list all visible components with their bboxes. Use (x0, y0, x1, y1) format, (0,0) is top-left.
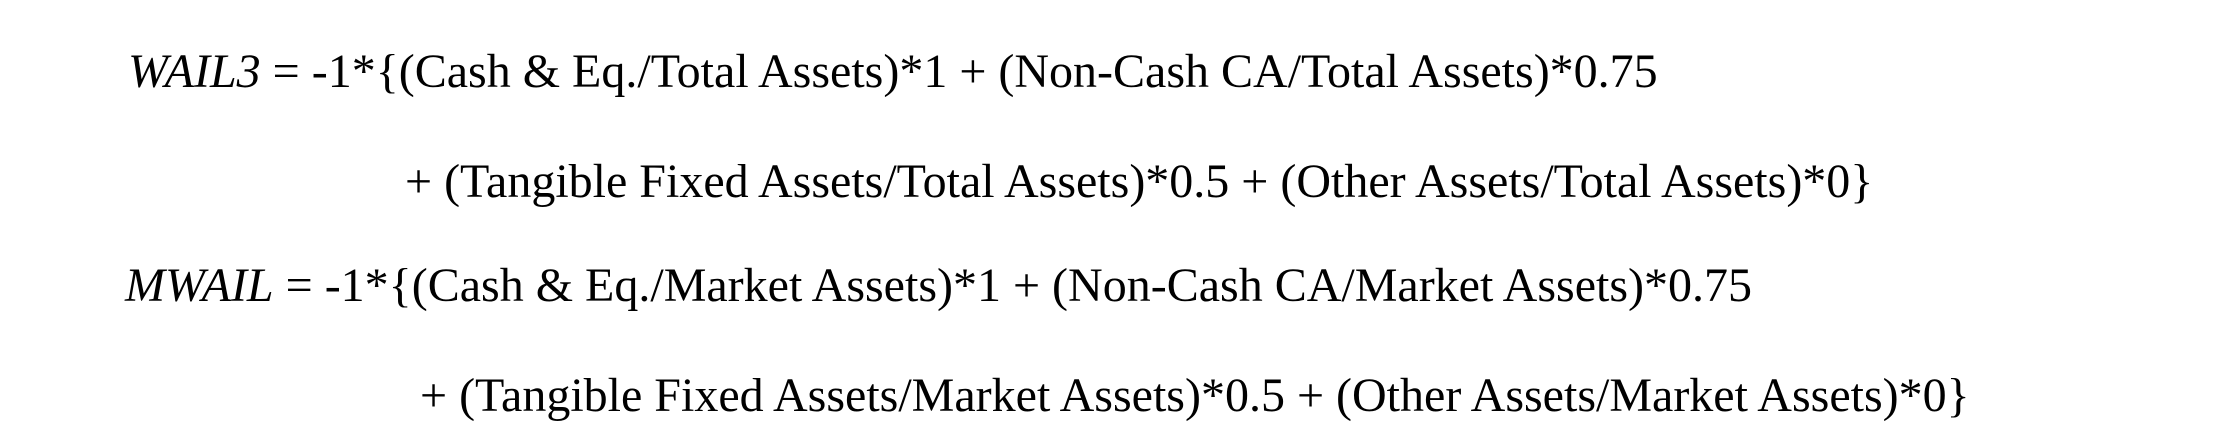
mwail-expression-part-1: = -1*{(Cash & Eq./Market Assets)*1 + (No… (273, 259, 1752, 312)
wail3-expression-part-2: + (Tangible Fixed Assets/Total Assets)*0… (405, 155, 1874, 208)
mwail-variable: MWAIL (125, 259, 274, 312)
mwail-line-1: MWAIL = -1*{(Cash & Eq./Market Assets)*1… (125, 262, 1752, 310)
wail3-line-1: WAIL3 = -1*{(Cash & Eq./Total Assets)*1 … (128, 48, 1658, 96)
mwail-line-2: + (Tangible Fixed Assets/Market Assets)*… (420, 372, 1970, 420)
wail3-expression-part-1: = -1*{(Cash & Eq./Total Assets)*1 + (Non… (260, 45, 1658, 98)
wail3-line-2: + (Tangible Fixed Assets/Total Assets)*0… (405, 158, 1873, 206)
mwail-expression-part-2: + (Tangible Fixed Assets/Market Assets)*… (420, 369, 1970, 422)
wail3-variable: WAIL3 (128, 45, 261, 98)
